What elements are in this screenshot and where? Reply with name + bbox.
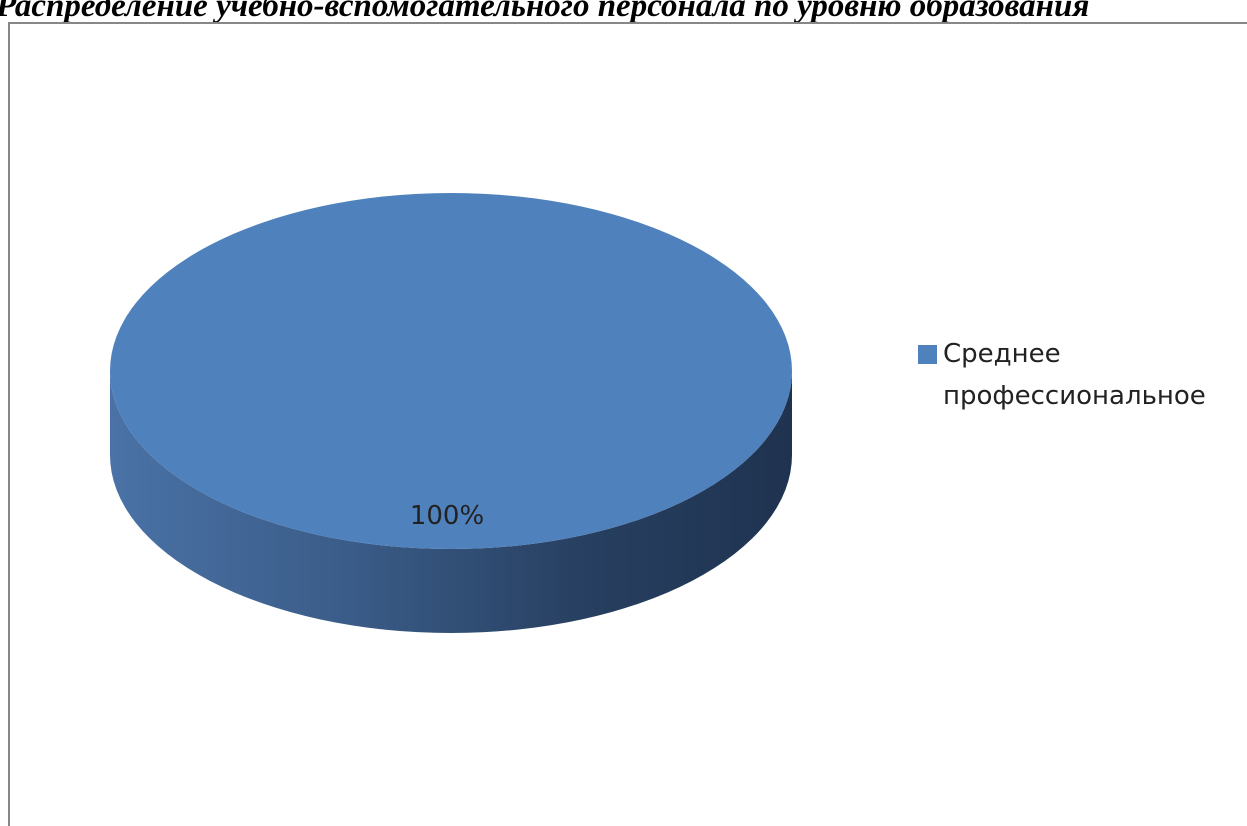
legend-swatch xyxy=(918,345,937,364)
data-label: 100% xyxy=(410,501,484,531)
legend: Среднее профессиональное xyxy=(918,333,1247,417)
chart-title: Распределение учебно-вспомогательного пе… xyxy=(0,0,1090,24)
legend-label: Среднее профессиональное xyxy=(943,339,1206,411)
pie-slice xyxy=(110,193,792,549)
pie-slice-side xyxy=(110,371,792,633)
